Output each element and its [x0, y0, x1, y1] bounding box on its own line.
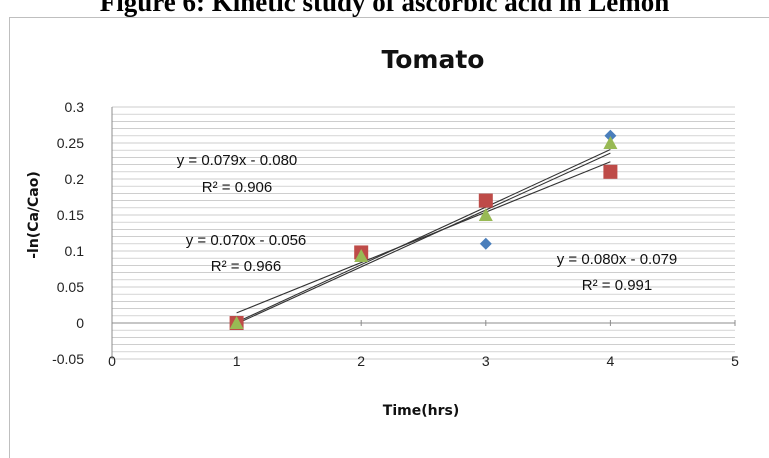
data-points: [229, 129, 618, 330]
y-tick-label: 0.2: [65, 171, 85, 187]
diamond-marker: [479, 237, 492, 250]
r-squared-label: R² = 0.991: [582, 277, 652, 294]
square-marker: [478, 193, 493, 208]
x-tick-label: 5: [731, 353, 739, 369]
chart-title: Tomato: [382, 45, 485, 74]
r-squared-label: R² = 0.906: [202, 179, 272, 196]
chart-frame: [9, 17, 769, 458]
trendline: [236, 148, 611, 323]
trendline: [236, 152, 611, 325]
triangle-marker: [478, 208, 493, 221]
triangle-marker: [229, 316, 244, 329]
x-tick-label: 1: [233, 353, 241, 369]
trendlines: [236, 148, 611, 325]
y-axis-label: -ln(Ca/Cao): [26, 171, 42, 259]
y-tick-label: 0.15: [57, 207, 84, 223]
triangle-marker: [603, 136, 618, 149]
y-tick-label: 0.05: [57, 279, 84, 295]
r-squared-label: R² = 0.966: [211, 258, 281, 275]
y-tick-label: 0.3: [65, 99, 85, 115]
x-tick-label: 3: [482, 353, 490, 369]
document-header: Figure 6: Kinetic study of ascorbic acid…: [99, 0, 670, 17]
trendline: [236, 161, 611, 314]
y-tick-label: 0: [76, 315, 84, 331]
y-tick-labels: -0.05 0 0.05 0.1 0.15 0.2 0.25 0.3: [52, 99, 84, 367]
diamond-marker: [604, 129, 617, 142]
equation-annotations: y = 0.079x - 0.080 R² = 0.906 y = 0.070x -…: [177, 152, 678, 294]
y-tick-label: -0.05: [52, 351, 84, 367]
x-tick-label: 0: [108, 353, 116, 369]
square-marker: [603, 164, 618, 179]
x-tick-label: 4: [607, 353, 615, 369]
triangle-marker: [354, 249, 369, 263]
y-tick-label: 0.1: [65, 243, 85, 259]
x-axis-label: Time(hrs): [383, 403, 459, 419]
x-tick-labels: 0 1 2 3 4 5: [108, 353, 739, 369]
y-tick-label: 0.25: [57, 135, 84, 151]
trend-equation: y = 0.079x - 0.080: [177, 152, 298, 169]
x-tick-label: 2: [357, 353, 365, 369]
trend-equation: y = 0.080x - 0.079: [557, 251, 678, 268]
trend-equation: y = 0.070x - 0.056: [186, 232, 307, 249]
